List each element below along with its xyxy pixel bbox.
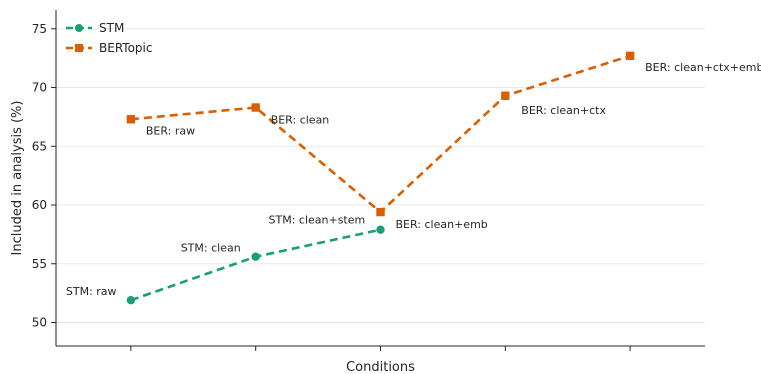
- series: [126, 51, 635, 305]
- bertopic-point: [126, 115, 136, 124]
- stm-annotation: STM: raw: [66, 285, 117, 298]
- bertopic-point: [251, 103, 260, 112]
- x-ticks: [130, 346, 631, 351]
- stm-point: [251, 252, 260, 261]
- y-axis-label: Included in analysis (%): [10, 101, 25, 256]
- stm-point: [376, 225, 385, 234]
- y-tick-label: 75: [32, 22, 47, 36]
- grid: [56, 28, 705, 324]
- annotations: STM: raw STM: clean STM: clean+stem BER: ra…: [66, 61, 761, 298]
- legend: STM BERTopic: [66, 21, 152, 55]
- bertopic-legend-label: BERTopic: [99, 41, 152, 55]
- x-axis-label: Conditions: [346, 360, 415, 374]
- bertopic-annotation: BER: clean+emb: [396, 218, 488, 231]
- bertopic-annotation: BER: clean: [271, 114, 330, 127]
- stm-annotation: STM: clean+stem: [269, 214, 366, 227]
- stm-legend-label: STM: [99, 21, 124, 35]
- axes: [55, 10, 705, 347]
- bertopic-annotation: BER: clean+ctx: [521, 104, 606, 117]
- y-tick-label: 70: [32, 81, 47, 95]
- bertopic-point: [625, 51, 635, 61]
- stm-point: [126, 295, 136, 305]
- bertopic-annotation: BER: clean+ctx+emb: [645, 61, 761, 74]
- bertopic-annotation: BER: raw: [146, 124, 195, 137]
- bertopic-point: [376, 207, 385, 217]
- bertopic-legend-marker: [75, 44, 83, 52]
- stm-legend-marker: [75, 24, 83, 32]
- stm-annotation: STM: clean: [181, 242, 241, 255]
- bertopic-series-line: [130, 54, 631, 214]
- y-tick-label: 55: [32, 257, 47, 271]
- y-tick-label: 50: [32, 316, 47, 330]
- y-ticks: 50 55 60 65 70 75: [32, 22, 56, 330]
- bertopic-point: [501, 91, 510, 100]
- stm-series-line: [130, 228, 381, 302]
- y-tick-label: 60: [32, 198, 47, 212]
- y-tick-label: 65: [32, 139, 47, 153]
